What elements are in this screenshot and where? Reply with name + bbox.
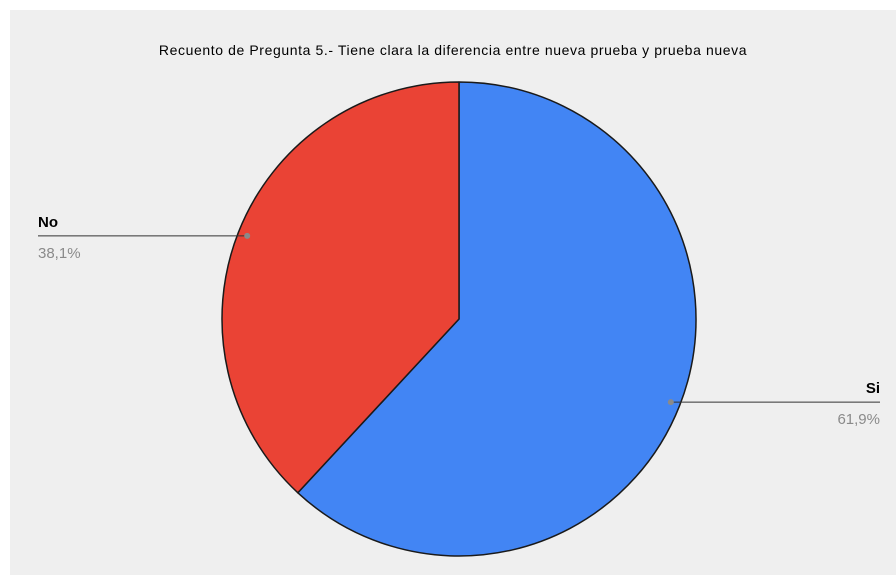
chart-title: Recuento de Pregunta 5.- Tiene clara la …: [159, 42, 747, 58]
slice-value-si: 61,9%: [837, 411, 880, 428]
slice-labels: Si 61,9% No 38,1%: [38, 214, 880, 428]
leader-lines: [38, 232, 880, 406]
pie-slices: [221, 81, 697, 557]
slice-value-no: 38,1%: [38, 245, 81, 262]
leader-dot-no: [244, 232, 251, 239]
pie-slice-si: [297, 81, 697, 557]
leader-dot-si: [667, 399, 674, 406]
slice-label-no: No: [38, 214, 58, 231]
pie-slice-no: [221, 81, 460, 494]
slice-label-si: Si: [866, 380, 880, 397]
